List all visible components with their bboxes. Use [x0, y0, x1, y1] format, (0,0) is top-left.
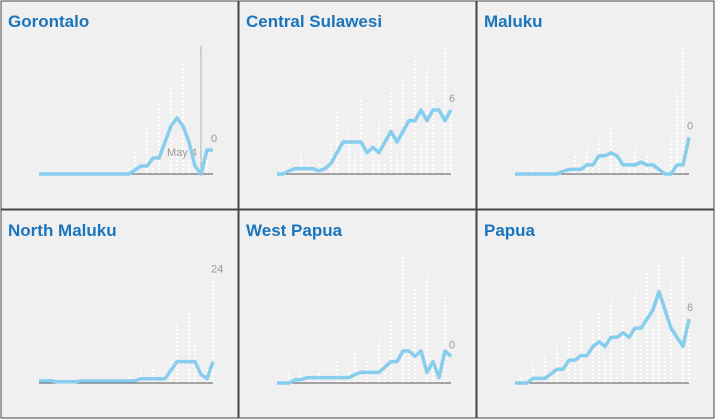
panel-title: Gorontalo [8, 12, 89, 31]
panel-bg [238, 209, 477, 419]
rolling-line [277, 349, 453, 385]
panel: Maluku 0 [476, 0, 715, 210]
end-label: 6 [687, 302, 693, 314]
panel: North Maluku 24 [0, 209, 239, 419]
panel: West Papua 0 [238, 209, 477, 419]
end-label: 0 [687, 120, 693, 132]
panel-title: Central Sulawesi [246, 12, 382, 31]
end-label: 0 [211, 133, 217, 145]
end-label: 0 [449, 339, 455, 351]
panel: Central Sulawesi 6 [238, 0, 477, 210]
panel: Papua 6 [476, 209, 715, 419]
end-label: 6 [449, 93, 455, 105]
panel-bg [0, 209, 239, 419]
rolling-line [515, 137, 691, 176]
panel-bg [238, 0, 477, 210]
end-label: 24 [211, 264, 223, 276]
panel-title: Maluku [484, 12, 543, 31]
panel-bg [476, 209, 715, 419]
panel-title: North Maluku [8, 221, 117, 240]
panel-bg [476, 0, 715, 210]
rolling-line [39, 116, 213, 176]
rolling-line [39, 359, 215, 384]
panel-title: Papua [484, 221, 536, 240]
panel-bg [0, 0, 239, 210]
rolling-line [515, 289, 691, 385]
panel-title: West Papua [246, 221, 343, 240]
rolling-line [277, 108, 453, 176]
